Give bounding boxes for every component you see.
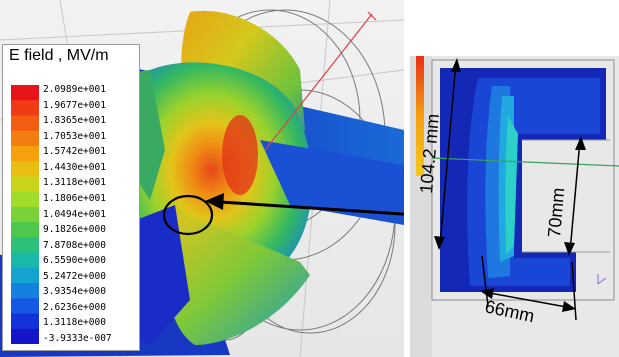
legend-label: 1.3118e+001 <box>43 177 106 189</box>
legend-swatch <box>11 313 39 330</box>
legend-color-scale <box>11 85 39 344</box>
legend-label: 1.0494e+001 <box>43 208 106 220</box>
legend-label: 1.4430e+001 <box>43 161 106 173</box>
cross-section-render: 104.2 mm 70mm 66mm <box>410 56 619 357</box>
legend-swatch <box>11 115 39 132</box>
legend-swatch <box>11 222 39 238</box>
legend-swatch <box>11 145 39 162</box>
legend-label: 1.9677e+001 <box>43 99 106 111</box>
legend-swatch <box>11 328 39 344</box>
legend-label: 6.5590e+000 <box>43 255 106 267</box>
legend-label: 5.2472e+000 <box>43 270 106 282</box>
legend-swatch <box>11 206 39 223</box>
height-dimension-arrow <box>439 61 457 247</box>
legend-labels: 2.0989e+001 1.9677e+001 1.8365e+001 1.7053e… <box>43 85 137 344</box>
cross-section-view: 104.2 mm 70mm 66mm <box>410 56 619 357</box>
legend-label: 1.7053e+001 <box>43 130 106 142</box>
gap-dimension-label: 70mm <box>544 187 568 239</box>
legend-swatch <box>11 267 39 284</box>
legend-swatch <box>11 252 39 269</box>
legend-swatch <box>11 283 39 299</box>
legend-label: -3.9333e-007 <box>43 333 112 344</box>
color-legend: E field , MV/m 2.0989e+001 1.9677e+001 1.8… <box>2 44 140 351</box>
legend-label: 3.9354e+000 <box>43 286 106 298</box>
legend-label: 9.1826e+000 <box>43 224 106 236</box>
highlight-circle <box>162 194 214 236</box>
callout-arrow <box>219 200 404 216</box>
legend-label: 1.8365e+001 <box>43 115 106 127</box>
legend-label: 1.1806e+001 <box>43 192 106 204</box>
legend-swatch <box>11 191 39 208</box>
legend-swatch <box>11 176 39 193</box>
legend-label: 1.5742e+001 <box>43 146 106 158</box>
legend-swatch <box>11 130 39 147</box>
width-dimension-arrow <box>481 255 577 321</box>
legend-swatch <box>11 85 39 101</box>
legend-swatch <box>11 161 39 177</box>
legend-swatch <box>11 237 39 254</box>
legend-label: 1.3118e+000 <box>43 317 106 329</box>
legend-swatch <box>11 100 39 116</box>
legend-title: E field , MV/m <box>9 47 109 64</box>
axis-triad-icon <box>597 274 607 285</box>
legend-label: 2.0989e+001 <box>43 84 106 95</box>
legend-label: 7.8708e+000 <box>43 239 106 251</box>
gap-dimension-arrow <box>569 139 581 253</box>
legend-swatch <box>11 298 39 315</box>
legend-label: 2.6236e+000 <box>43 301 106 313</box>
